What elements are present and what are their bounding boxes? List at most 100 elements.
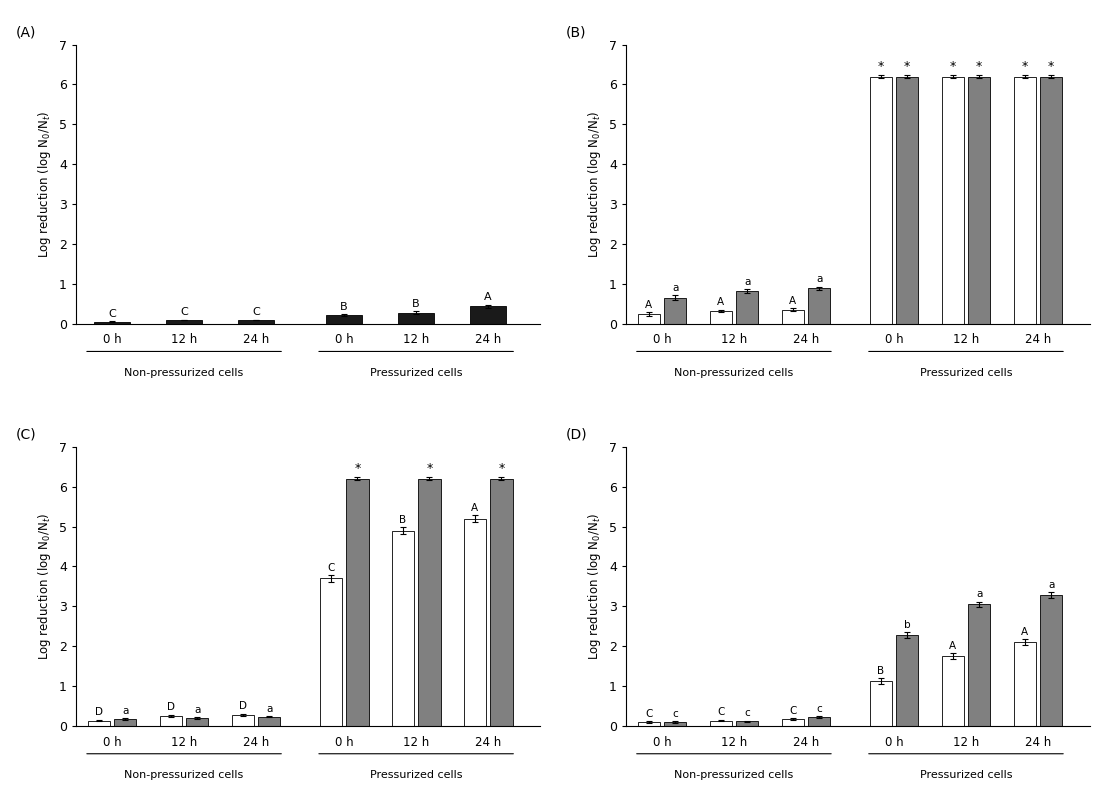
Bar [186, 718, 209, 726]
Bar [870, 681, 892, 726]
Bar [398, 313, 434, 323]
Text: A: A [646, 300, 652, 310]
Bar [736, 291, 758, 323]
Text: Pressurized cells: Pressurized cells [370, 771, 463, 780]
Text: (C): (C) [16, 427, 37, 442]
Bar [1040, 595, 1063, 726]
Text: c: c [745, 708, 750, 718]
Bar [114, 719, 136, 726]
Bar [870, 77, 892, 323]
Bar [1014, 642, 1036, 726]
Bar [159, 716, 182, 726]
Bar [808, 717, 831, 726]
Text: *: * [904, 60, 910, 73]
Text: *: * [976, 60, 982, 73]
Bar [663, 297, 687, 323]
Text: C: C [646, 708, 652, 719]
Bar [968, 77, 990, 323]
Bar [896, 77, 919, 323]
Text: D: D [167, 702, 175, 713]
Text: a: a [266, 704, 272, 713]
Text: a: a [1048, 580, 1055, 590]
Text: D: D [95, 708, 103, 717]
Bar [968, 604, 990, 726]
Text: (D): (D) [565, 427, 588, 442]
Y-axis label: Log reduction (log N$_0$/N$_t$): Log reduction (log N$_0$/N$_t$) [586, 110, 603, 258]
Bar [941, 656, 964, 726]
Text: A: A [789, 296, 796, 306]
Bar [1014, 77, 1036, 323]
Bar [709, 311, 731, 323]
Text: B: B [399, 515, 407, 525]
Text: C: C [108, 309, 116, 319]
Text: *: * [1048, 60, 1055, 73]
Text: Pressurized cells: Pressurized cells [370, 368, 463, 378]
Bar [782, 719, 804, 726]
Text: B: B [413, 299, 420, 309]
Text: Non-pressurized cells: Non-pressurized cells [125, 771, 244, 780]
Text: A: A [949, 641, 957, 650]
Bar [896, 635, 919, 726]
Text: *: * [355, 462, 360, 475]
Bar [327, 315, 362, 323]
Text: *: * [878, 60, 884, 73]
Text: *: * [1021, 60, 1028, 73]
Text: Pressurized cells: Pressurized cells [920, 368, 1012, 378]
Text: *: * [498, 462, 504, 475]
Text: b: b [904, 620, 911, 629]
Bar [166, 320, 202, 323]
Text: c: c [816, 704, 822, 714]
Text: *: * [426, 462, 433, 475]
Text: A: A [484, 293, 492, 302]
Text: c: c [672, 709, 678, 719]
Bar [391, 530, 414, 726]
Text: a: a [122, 706, 128, 716]
Bar [232, 715, 254, 726]
Text: C: C [717, 708, 725, 717]
Text: B: B [340, 301, 348, 312]
Text: A: A [472, 503, 478, 513]
Bar [491, 479, 513, 726]
Bar [94, 322, 130, 323]
Text: a: a [194, 704, 201, 715]
Bar [663, 722, 687, 726]
Y-axis label: Log reduction (log N$_0$/N$_t$): Log reduction (log N$_0$/N$_t$) [37, 513, 54, 660]
Bar [736, 721, 758, 726]
Text: a: a [744, 276, 750, 286]
Bar [418, 479, 440, 726]
Bar [464, 519, 486, 726]
Bar [638, 722, 660, 726]
Bar [471, 306, 506, 323]
Bar [1040, 77, 1063, 323]
Bar [346, 479, 369, 726]
Text: a: a [976, 589, 982, 599]
Text: Non-pressurized cells: Non-pressurized cells [675, 368, 794, 378]
Text: a: a [816, 274, 823, 284]
Y-axis label: Log reduction (log N$_0$/N$_t$): Log reduction (log N$_0$/N$_t$) [586, 513, 603, 660]
Bar [709, 721, 731, 726]
Bar [638, 314, 660, 323]
Text: C: C [181, 307, 188, 318]
Bar [941, 77, 964, 323]
Text: C: C [252, 307, 260, 318]
Text: Pressurized cells: Pressurized cells [920, 771, 1012, 780]
Bar [258, 717, 281, 726]
Text: C: C [327, 563, 334, 573]
Y-axis label: Log reduction (log N$_0$/N$_t$): Log reduction (log N$_0$/N$_t$) [37, 110, 54, 258]
Text: (B): (B) [565, 25, 586, 39]
Bar [808, 289, 831, 323]
Text: Non-pressurized cells: Non-pressurized cells [125, 368, 244, 378]
Text: A: A [717, 297, 725, 307]
Text: C: C [789, 706, 796, 716]
Text: a: a [672, 283, 678, 293]
Bar [782, 310, 804, 323]
Text: Non-pressurized cells: Non-pressurized cells [675, 771, 794, 780]
Bar [239, 320, 274, 323]
Text: *: * [950, 60, 956, 73]
Text: B: B [878, 666, 884, 675]
Text: A: A [1021, 626, 1028, 637]
Bar [320, 579, 342, 726]
Bar [88, 721, 110, 726]
Text: D: D [239, 701, 246, 711]
Text: (A): (A) [16, 25, 36, 39]
